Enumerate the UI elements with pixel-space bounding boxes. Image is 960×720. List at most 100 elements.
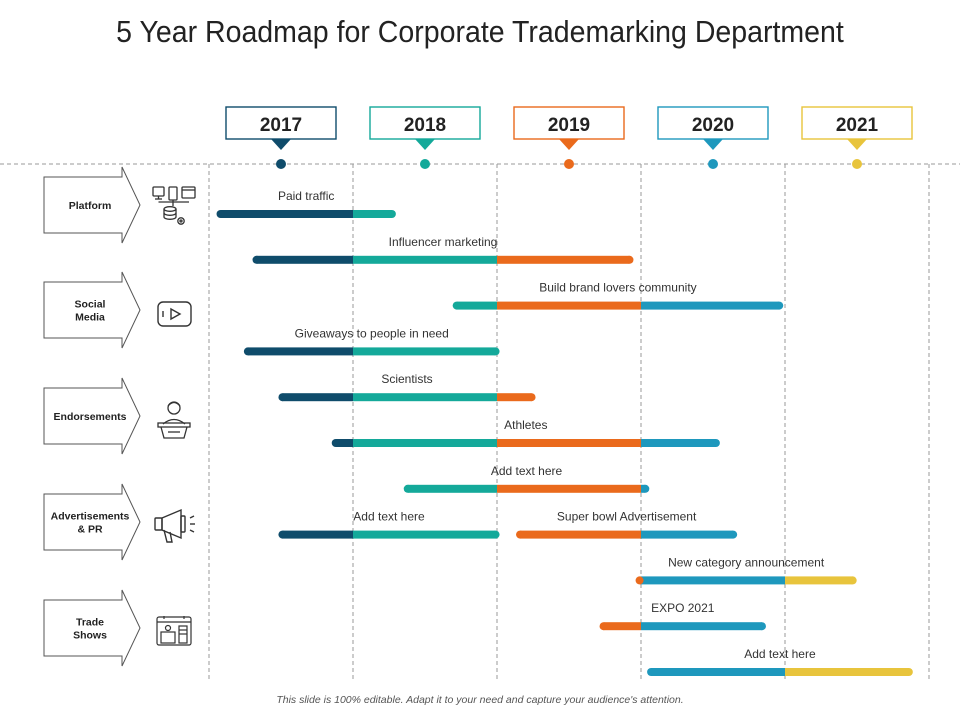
bar-segment-2019 bbox=[497, 255, 630, 264]
task-label: Build brand lovers community bbox=[539, 281, 696, 295]
task-label: Add text here bbox=[744, 647, 816, 661]
bar-segment-2019 bbox=[497, 484, 641, 493]
year-marker-2019: 2019 bbox=[513, 106, 625, 169]
grid-layer bbox=[0, 163, 960, 680]
bar-segment-2019 bbox=[497, 393, 532, 402]
year-label: 2017 bbox=[260, 115, 302, 136]
task-bar: Influencer marketing bbox=[252, 235, 634, 264]
bar-cap-start bbox=[452, 301, 461, 310]
year-dot bbox=[708, 159, 718, 169]
bar-segment-2017 bbox=[282, 530, 353, 539]
category-platform: Platform bbox=[43, 166, 141, 244]
bar-cap-end bbox=[729, 530, 738, 539]
bar-cap-end bbox=[641, 484, 650, 493]
task-label: Athletes bbox=[504, 418, 547, 432]
task-label: Super bowl Advertisement bbox=[557, 510, 697, 524]
speaker-podium-icon bbox=[157, 401, 191, 439]
bar-segment-2020 bbox=[641, 530, 734, 539]
bar-cap-start bbox=[331, 439, 340, 447]
category-label: Endorsements bbox=[54, 411, 127, 423]
bar-cap-end bbox=[491, 530, 500, 539]
task-bar: Build brand lovers community bbox=[452, 281, 784, 310]
year-marker-2020: 2020 bbox=[657, 106, 769, 169]
task-bar: New category announcement bbox=[635, 555, 857, 585]
year-box bbox=[225, 106, 337, 140]
task-bar: Scientists bbox=[278, 372, 536, 402]
category-arrow bbox=[43, 166, 141, 244]
bar-segment-2017 bbox=[335, 439, 353, 447]
exhibition-booth-icon bbox=[156, 616, 192, 646]
year-dot bbox=[564, 159, 574, 169]
task-bars: Paid traffic Influencer marketing Build br… bbox=[216, 189, 913, 676]
bar-cap-start bbox=[516, 530, 525, 539]
year-label: 2018 bbox=[404, 115, 446, 136]
task-label: Giveaways to people in need bbox=[295, 326, 449, 340]
year-box bbox=[513, 106, 625, 140]
bar-segment-2017 bbox=[282, 393, 353, 402]
task-bar: EXPO 2021 bbox=[599, 601, 766, 631]
category-arrow bbox=[43, 589, 141, 667]
bar-segment-2020 bbox=[641, 622, 762, 631]
task-bar: Add text here bbox=[647, 647, 913, 676]
bar-segment-2018 bbox=[353, 530, 496, 539]
bar-cap-start bbox=[647, 668, 656, 676]
bar-cap-end bbox=[387, 210, 396, 218]
video-play-icon bbox=[157, 301, 192, 327]
bar-segment-2021 bbox=[785, 576, 853, 585]
year-pointer bbox=[703, 139, 723, 150]
year-pointer bbox=[415, 139, 435, 150]
task-label: Add text here bbox=[353, 510, 425, 524]
bar-cap-end bbox=[711, 439, 720, 447]
task-bar: Paid traffic bbox=[216, 189, 396, 218]
bar-cap-start bbox=[278, 393, 287, 402]
year-dot bbox=[420, 159, 430, 169]
year-pointer bbox=[559, 139, 579, 150]
bar-segment-2017 bbox=[256, 255, 353, 264]
year-label: 2020 bbox=[692, 115, 734, 136]
task-label: EXPO 2021 bbox=[651, 601, 715, 615]
bar-segment-2018 bbox=[353, 439, 497, 447]
task-label: Add text here bbox=[491, 464, 563, 478]
year-dot bbox=[852, 159, 862, 169]
year-label: 2021 bbox=[836, 115, 879, 136]
category-trade-shows: Trade Shows bbox=[43, 589, 141, 667]
bar-segment-2019 bbox=[520, 530, 641, 539]
bar-segment-2020 bbox=[651, 668, 785, 676]
bar-cap-start bbox=[243, 347, 252, 356]
bar-cap-start bbox=[252, 255, 261, 264]
bar-cap-start bbox=[216, 210, 225, 218]
bar-segment-2018 bbox=[353, 347, 496, 356]
bar-segment-2018 bbox=[353, 393, 497, 402]
category-label: Advertisements & PR bbox=[51, 511, 130, 536]
category-arrow bbox=[43, 271, 141, 349]
bar-segment-2019 bbox=[603, 622, 641, 631]
category-label: Platform bbox=[69, 200, 112, 212]
task-label: New category announcement bbox=[668, 555, 825, 569]
year-dot bbox=[276, 159, 286, 169]
year-pointer bbox=[271, 139, 291, 150]
bar-cap-start bbox=[278, 530, 287, 539]
megaphone-icon bbox=[154, 508, 195, 543]
bar-segment-2017 bbox=[220, 210, 353, 218]
bar-cap-end bbox=[904, 668, 913, 676]
bar-cap-start bbox=[599, 622, 608, 631]
bar-cap-end bbox=[848, 576, 857, 585]
year-label: 2019 bbox=[548, 115, 590, 136]
bar-segment-2018 bbox=[407, 484, 497, 493]
category-label: Social Media bbox=[75, 299, 106, 324]
task-bar: Add text here bbox=[278, 510, 500, 539]
year-marker-2017: 2017 bbox=[225, 106, 337, 169]
year-marker-2018: 2018 bbox=[369, 106, 481, 169]
year-box bbox=[801, 106, 913, 140]
year-box bbox=[369, 106, 481, 140]
task-bar: Athletes bbox=[331, 418, 720, 447]
task-label: Influencer marketing bbox=[389, 235, 498, 249]
page-title: 5 Year Roadmap for Corporate Trademarkin… bbox=[116, 14, 844, 49]
category-advertisements-pr: Advertisements & PR bbox=[43, 483, 141, 561]
category-endorsements: Endorsements bbox=[43, 377, 141, 455]
bar-cap-start bbox=[403, 484, 412, 493]
bar-segment-2021 bbox=[785, 668, 909, 676]
category-labels: Platform Social Media Endorsements Advertise… bbox=[43, 166, 196, 667]
bar-segment-2020 bbox=[641, 576, 785, 585]
